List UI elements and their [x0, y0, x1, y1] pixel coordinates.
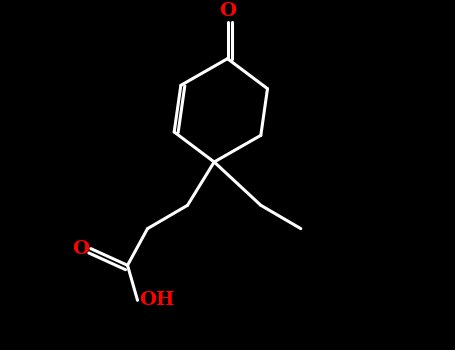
Text: OH: OH: [139, 291, 175, 309]
Text: O: O: [72, 240, 89, 258]
Text: O: O: [219, 2, 236, 20]
